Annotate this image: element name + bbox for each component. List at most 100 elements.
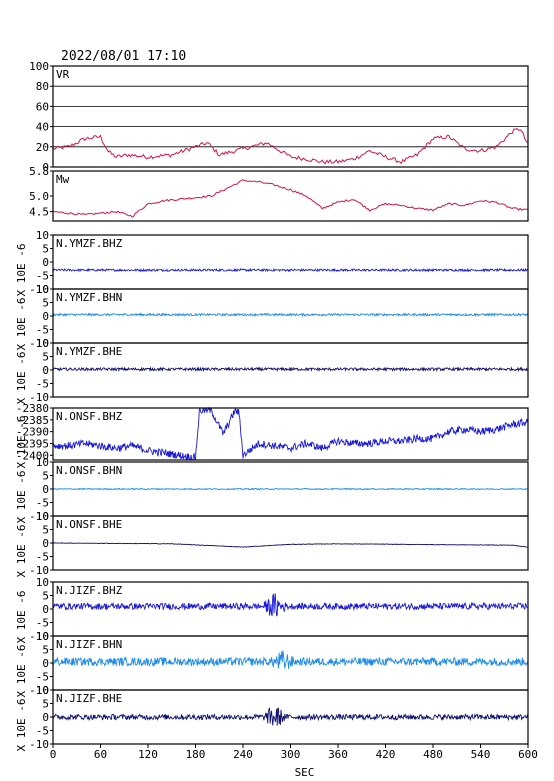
- y-tick-label: 10: [36, 229, 49, 242]
- y-tick-label: -10: [29, 337, 49, 350]
- y-tick-label: -10: [29, 630, 49, 643]
- x-tick-label: 480: [423, 748, 443, 761]
- x-tick-label: 60: [94, 748, 107, 761]
- y-tick-label: 10: [36, 283, 49, 296]
- y-tick-label: -5: [36, 617, 49, 630]
- y-axis-label: X 10E -6: [15, 699, 28, 752]
- panel-frame: [52, 342, 529, 398]
- panel-label-n-onsf-bhz: N.ONSF.BHZ: [56, 410, 123, 423]
- x-tick-label: 420: [376, 748, 396, 761]
- y-tick-label: 60: [36, 100, 49, 113]
- y-axis-label: X 10E -6: [15, 471, 28, 524]
- y-tick-label: 5.8: [29, 165, 49, 178]
- panel-frame: [52, 515, 529, 571]
- y-tick-label: -5: [36, 497, 49, 510]
- series-line-n-jizf-bhz: [52, 592, 528, 617]
- panel-frame: [52, 407, 529, 461]
- y-tick-label: 0: [42, 310, 49, 323]
- y-tick-label: 5.0: [29, 190, 49, 203]
- y-tick-label: 20: [36, 141, 49, 154]
- y-tick-label: 40: [36, 121, 49, 134]
- y-axis-label: X 10E -6: [15, 244, 28, 297]
- series-line-n-jizf-bhe: [52, 707, 528, 726]
- y-tick-label: 0: [42, 364, 49, 377]
- y-tick-label: -5: [36, 671, 49, 684]
- panel-label-n-ymzf-bhz: N.YMZF.BHZ: [56, 237, 123, 250]
- series-line-n-onsf-bhz: [52, 406, 528, 461]
- series-line-n-onsf-bhn: [52, 487, 528, 491]
- panel-frame: [52, 170, 529, 222]
- y-tick-label: 80: [36, 80, 49, 93]
- y-tick-label: -10: [29, 283, 49, 296]
- panel-label-vr: VR: [56, 68, 70, 81]
- x-tick-label: 360: [328, 748, 348, 761]
- panel-label-n-onsf-bhn: N.ONSF.BHN: [56, 464, 122, 477]
- x-tick-label: 120: [138, 748, 158, 761]
- y-tick-label: 5: [42, 351, 49, 364]
- panel-label-mw: Mw: [56, 173, 70, 186]
- y-tick-label: 5: [42, 644, 49, 657]
- x-tick-label: 600: [518, 748, 538, 761]
- y-tick-label: 10: [36, 510, 49, 523]
- panel-label-n-jizf-bhe: N.JIZF.BHE: [56, 692, 122, 705]
- y-axis-label: X 10E -6: [15, 416, 28, 469]
- y-tick-label: 5: [42, 590, 49, 603]
- y-tick-label: 10: [36, 576, 49, 589]
- y-tick-label: 5: [42, 698, 49, 711]
- y-tick-label: 5: [42, 243, 49, 256]
- y-tick-label: -10: [29, 391, 49, 404]
- series-line-n-jizf-bhn: [52, 650, 528, 669]
- y-tick-label: 10: [36, 630, 49, 643]
- panel-label-n-jizf-bhz: N.JIZF.BHZ: [56, 584, 123, 597]
- panel-label-n-ymzf-bhe: N.YMZF.BHE: [56, 345, 122, 358]
- y-tick-label: -5: [36, 725, 49, 738]
- series-line-mw: [52, 178, 529, 218]
- x-tick-label: 180: [186, 748, 206, 761]
- y-tick-label: -5: [36, 324, 49, 337]
- y-tick-label: -10: [29, 738, 49, 751]
- panel-label-n-jizf-bhn: N.JIZF.BHN: [56, 638, 122, 651]
- y-tick-label: 5: [42, 470, 49, 483]
- y-tick-label: 5: [42, 524, 49, 537]
- y-tick-label: 0: [42, 537, 49, 550]
- y-tick-label: -5: [36, 551, 49, 564]
- x-tick-label: 240: [233, 748, 253, 761]
- y-tick-label: 4.5: [29, 206, 49, 219]
- y-tick-label: -10: [29, 564, 49, 577]
- y-tick-label: -2395: [16, 437, 49, 450]
- x-tick-label: 300: [281, 748, 301, 761]
- y-tick-label: -2380: [16, 402, 49, 415]
- y-tick-label: -2385: [16, 414, 49, 427]
- y-tick-label: 10: [36, 456, 49, 469]
- y-axis-label: X 10E -6: [15, 352, 28, 405]
- y-tick-label: 0: [42, 161, 49, 174]
- y-tick-label: 5: [42, 297, 49, 310]
- y-axis-label: X 10E -6: [15, 645, 28, 698]
- y-tick-label: -10: [29, 510, 49, 523]
- y-tick-label: 0: [42, 483, 49, 496]
- y-tick-label: 0: [42, 711, 49, 724]
- y-tick-label: 10: [36, 684, 49, 697]
- y-tick-label: -5: [36, 270, 49, 283]
- y-tick-label: 100: [29, 60, 49, 73]
- panel-frame: [52, 234, 529, 290]
- panel-label-n-ymzf-bhn: N.YMZF.BHN: [56, 291, 122, 304]
- series-line-vr: [52, 128, 529, 165]
- y-axis-label: X 10E -6: [15, 525, 28, 578]
- y-tick-label: -5: [36, 378, 49, 391]
- y-axis-label: X 10E -6: [15, 591, 28, 644]
- series-line-n-onsf-bhe: [52, 542, 528, 548]
- panel-frame: [52, 65, 529, 168]
- x-tick-label: 540: [471, 748, 491, 761]
- chart-timestamp: 2022/08/01 17:10: [61, 49, 187, 64]
- y-tick-label: 0: [42, 657, 49, 670]
- series-line-n-ymzf-bhn: [52, 312, 528, 318]
- y-tick-label: -10: [29, 684, 49, 697]
- panel-label-n-onsf-bhe: N.ONSF.BHE: [56, 518, 122, 531]
- y-axis-label: X 10E -6: [15, 298, 28, 351]
- series-line-n-ymzf-bhe: [52, 366, 528, 373]
- y-tick-label: -2400: [16, 449, 49, 462]
- y-tick-label: 0: [42, 256, 49, 269]
- x-axis-label: SEC: [295, 766, 315, 779]
